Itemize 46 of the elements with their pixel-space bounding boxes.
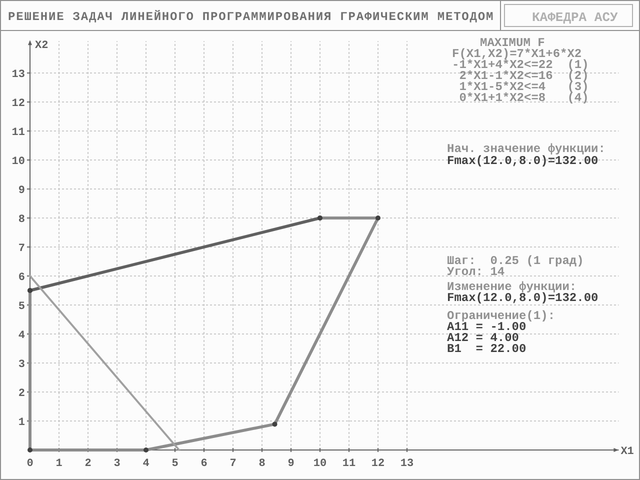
y-tick-label: 7: [18, 243, 25, 255]
y-tick-label: 1: [18, 417, 26, 429]
annotation: Ограничение(1):: [447, 309, 556, 323]
x-tick-label: 7: [230, 458, 236, 470]
annotation: Угол: 14: [447, 265, 505, 279]
annotation: -1*X1+4*X2<=22 (1): [452, 58, 589, 72]
annotation: Шаг: 0.25 (1 град): [447, 254, 584, 268]
line-series: [28, 216, 380, 452]
y-tick-label: 10: [12, 156, 25, 168]
annotation: Нач. значение функции:: [447, 142, 606, 156]
annotation: A11 = -1.00: [447, 320, 526, 334]
x-tick-label: 12: [371, 458, 385, 470]
y-tick-label: 12: [12, 98, 25, 110]
x-tick-label: 0: [26, 458, 34, 470]
x-tick-label: 8: [258, 458, 266, 470]
annotation: F(X1,X2)=7*X1+6*X2: [452, 47, 582, 61]
x-tick-label: 11: [342, 458, 356, 470]
x-tick-label: 4: [142, 458, 150, 470]
x-axis-title: X1: [620, 446, 634, 458]
x-tick-label: 5: [172, 458, 179, 470]
y-tick-label: 6: [18, 272, 25, 284]
y-tick-label: 5: [18, 301, 26, 313]
x-tick-label: 2: [84, 458, 92, 470]
annotation: 2*X1-1*X2<=16 (2): [452, 69, 589, 83]
y-tick-label: 2: [18, 388, 25, 400]
annotation: 1*X1-5*X2<=4 (3): [452, 80, 589, 94]
y-tick-label: 8: [18, 214, 26, 226]
x-tick-label: 9: [288, 458, 294, 470]
annotation: B1 = 22.00: [447, 342, 526, 356]
text: КАФЕДРА АСУ: [532, 10, 618, 25]
y-tick-label: 9: [18, 185, 25, 197]
x-tick-label: 1: [56, 458, 63, 470]
x-tick-label: 6: [200, 458, 208, 470]
x-tick-label: 10: [313, 458, 327, 470]
chart-title: РЕШЕНИЕ ЗАДАЧ ЛИНЕЙНОГО ПРОГРАММИРОВАНИЯ ГРАФИЧЕСКИМ МЕТОДОМ: [8, 10, 494, 24]
x-tick-label: 13: [400, 458, 414, 470]
y-tick-label: 13: [12, 69, 26, 81]
y-tick-label: 3: [18, 359, 26, 371]
annotation: A12 = 4.00: [447, 331, 520, 345]
annotation: Fmax(12.0,8.0)=132.00: [447, 291, 598, 305]
annotation: 0*X1+1*X2<=8 (4): [452, 91, 589, 105]
y-tick-label: 11: [12, 127, 26, 139]
x-tick-label: 3: [114, 458, 121, 470]
y-axis-title: X2: [35, 40, 48, 52]
annotation: Fmax(12.0,8.0)=132.00: [447, 154, 598, 168]
y-tick-label: 4: [18, 330, 26, 342]
